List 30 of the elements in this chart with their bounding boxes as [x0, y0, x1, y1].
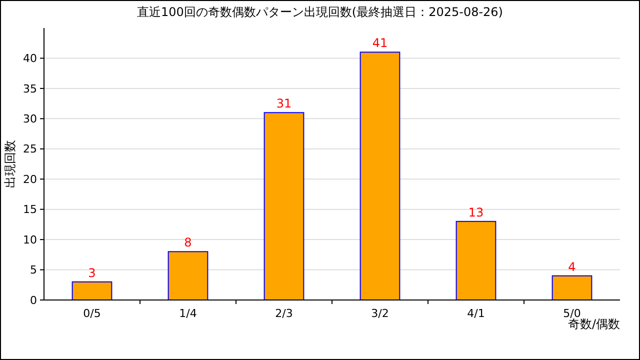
data-label: 31	[276, 96, 292, 111]
y-tick-label: 30	[23, 112, 37, 126]
data-label: 8	[184, 236, 192, 250]
y-tick-label: 25	[23, 142, 37, 156]
data-label: 13	[468, 205, 484, 220]
data-label: 41	[372, 36, 388, 50]
chart-title: 直近100回の奇数偶数パターン出現回数(最終抽選日：2025-08-26)	[136, 5, 504, 19]
y-tick-label: 20	[23, 172, 37, 186]
bar	[168, 251, 208, 300]
y-tick-label: 35	[23, 82, 37, 96]
bar	[552, 275, 592, 300]
y-tick-label: 40	[23, 52, 37, 66]
bar	[456, 220, 496, 300]
x-tick-label: 1/4	[179, 307, 197, 320]
x-tick-label: 5/0	[563, 307, 581, 320]
y-tick-label: 15	[23, 203, 37, 216]
bar	[72, 281, 112, 300]
y-axis-title: 出現回数	[3, 140, 17, 188]
x-tick-label: 4/1	[467, 307, 485, 320]
bar	[264, 112, 304, 300]
x-tick-label: 2/3	[275, 307, 293, 320]
x-tick-label: 0/5	[83, 307, 101, 320]
y-tick-label: 0	[30, 294, 37, 307]
bar	[360, 52, 400, 300]
y-tick-label: 5	[30, 264, 37, 277]
x-tick-label: 3/2	[371, 307, 389, 320]
y-tick-label: 10	[23, 233, 37, 246]
data-label: 4	[568, 260, 576, 274]
data-label: 3	[88, 266, 96, 280]
x-axis-title: 奇数/偶数	[568, 317, 620, 331]
